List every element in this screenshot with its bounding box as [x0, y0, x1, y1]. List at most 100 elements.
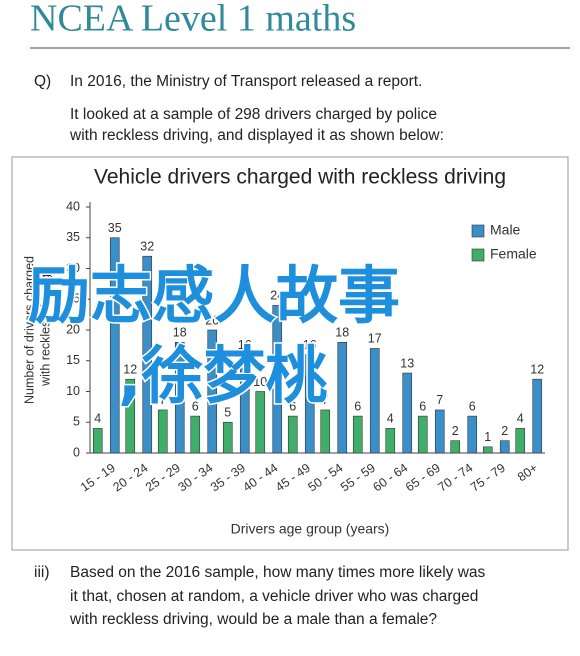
y-tick-label: 40 — [66, 199, 80, 213]
y-tick-label: 35 — [66, 230, 80, 244]
y-tick-label: 25 — [66, 292, 80, 306]
part-line: Based on the 2016 sample, how many times… — [70, 564, 486, 581]
x-tick-label: 30 - 34 — [175, 461, 215, 495]
value-label: 35 — [108, 221, 122, 235]
part-marker: iii) — [34, 564, 50, 581]
bar — [142, 255, 153, 454]
x-tick-label: 75 - 79 — [468, 461, 508, 495]
y-tick-label: 30 — [66, 261, 80, 275]
bar — [320, 409, 331, 454]
bar — [207, 329, 218, 454]
y-axis-title: with reckless driving — [38, 274, 52, 387]
part-line: with reckless driving, would be a male t… — [69, 611, 437, 628]
value-label: 32 — [140, 239, 154, 253]
x-tick-label: 15 - 19 — [78, 461, 118, 495]
part-line: it that, chosen at random, a vehicle dri… — [70, 588, 478, 605]
bar — [434, 409, 445, 454]
value-label: 18 — [173, 326, 187, 340]
value-label: 13 — [400, 356, 414, 370]
bar — [222, 421, 233, 454]
bar — [369, 348, 380, 454]
value-label: 4 — [387, 412, 394, 426]
bar — [417, 415, 428, 454]
value-label: 4 — [517, 412, 524, 426]
y-tick-label: 0 — [73, 445, 80, 459]
value-label: 7 — [322, 393, 329, 407]
y-tick-label: 20 — [66, 322, 80, 336]
bar — [174, 341, 185, 454]
question-line: It looked at a sample of 298 drivers cha… — [70, 106, 437, 123]
bar — [352, 415, 363, 454]
bar — [239, 354, 250, 454]
question-marker: Q) — [34, 73, 51, 90]
y-tick-label: 5 — [73, 415, 80, 429]
bar — [515, 428, 526, 454]
bar — [482, 446, 493, 454]
x-tick-label: 25 - 29 — [143, 461, 183, 495]
question-line: In 2016, the Ministry of Transport relea… — [70, 73, 422, 90]
bar — [125, 378, 136, 454]
value-label: 12 — [123, 362, 137, 376]
value-label: 4 — [94, 412, 101, 426]
x-tick-label: 65 - 69 — [403, 461, 443, 495]
bar — [337, 341, 348, 454]
value-label: 7 — [159, 393, 166, 407]
value-label: 5 — [224, 406, 231, 420]
value-label: 6 — [192, 399, 199, 413]
bar — [272, 305, 283, 454]
value-label: 1 — [484, 430, 491, 444]
value-label: 6 — [469, 399, 476, 413]
value-label: 20 — [205, 313, 219, 327]
legend-label: Female — [490, 246, 537, 262]
x-tick-label: 55 - 59 — [338, 461, 378, 495]
x-tick-label: 45 - 49 — [273, 461, 313, 495]
value-label: 2 — [452, 424, 459, 438]
x-tick-label: 35 - 39 — [208, 461, 248, 495]
bar — [92, 428, 103, 454]
value-label: 6 — [289, 399, 296, 413]
value-label: 16 — [238, 338, 252, 352]
legend-label: Male — [490, 222, 521, 238]
bar — [304, 354, 315, 454]
value-label: 6 — [419, 399, 426, 413]
bar — [499, 440, 510, 454]
value-label: 6 — [354, 399, 361, 413]
header-title: NCEA Level 1 maths — [30, 0, 356, 40]
x-tick-label: 50 - 54 — [305, 461, 345, 495]
value-label: 18 — [335, 326, 349, 340]
y-tick-label: 15 — [66, 353, 80, 367]
x-tick-label: 40 - 44 — [240, 461, 280, 495]
bar — [255, 391, 266, 454]
bar — [287, 415, 298, 454]
value-label: 24 — [270, 289, 284, 303]
x-tick-label: 20 - 24 — [110, 461, 150, 495]
bar — [467, 415, 478, 454]
overlay-text: ,徐梦桃 — [118, 339, 328, 412]
bar — [450, 440, 461, 454]
bar — [385, 428, 396, 454]
value-label: 10 — [253, 375, 267, 389]
bar — [157, 409, 168, 454]
question-line: with reckless driving, and displayed it … — [69, 127, 444, 144]
value-label: 17 — [368, 332, 382, 346]
overlay-text: 励志感人故事 — [28, 259, 400, 332]
legend-swatch — [471, 224, 485, 238]
x-tick-label: 60 - 64 — [370, 461, 410, 495]
x-axis-title: Drivers age group (years) — [231, 521, 390, 537]
chart-frame — [11, 156, 569, 551]
chart-title: Vehicle drivers charged with reckless dr… — [94, 166, 506, 189]
x-tick-label: 70 - 74 — [435, 461, 475, 495]
bar — [109, 237, 120, 454]
bar — [402, 372, 413, 454]
y-axis-title: Number of drivers charged — [22, 256, 36, 404]
x-tick-label: 80+ — [515, 461, 540, 485]
bar — [190, 415, 201, 454]
value-label: 12 — [530, 362, 544, 376]
value-label: 16 — [303, 338, 317, 352]
bar — [532, 378, 543, 454]
legend-swatch — [471, 248, 485, 262]
y-tick-label: 10 — [66, 384, 80, 398]
value-label: 7 — [436, 393, 443, 407]
value-label: 2 — [501, 424, 508, 438]
